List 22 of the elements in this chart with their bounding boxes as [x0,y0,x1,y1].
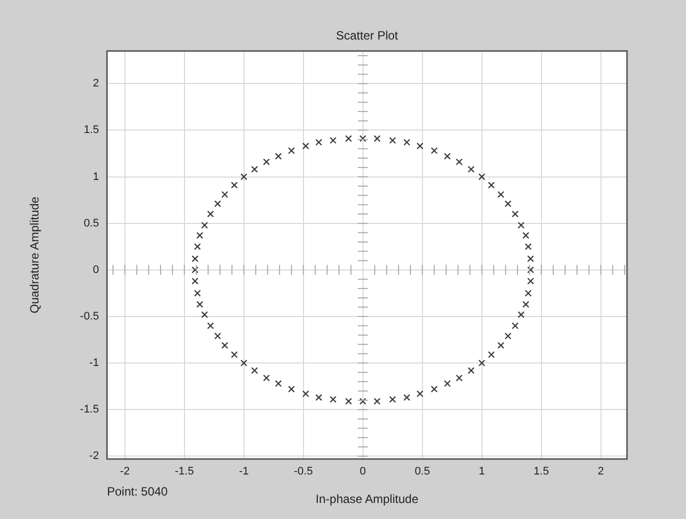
y-tick-label: -1.5 [80,404,99,416]
x-tick-label: 1.5 [534,466,549,478]
y-tick-label: 1 [92,170,99,183]
x-tick-label: 1 [478,466,485,478]
text: Point: 5040 [107,484,168,498]
chart-title: Scatter Plot [336,28,399,42]
x-tick-label: 2 [598,466,604,478]
y-tick-label: -2 [89,450,99,462]
y-axis-title: Quadrature Amplitude [28,196,42,314]
x-tick-label: 0.5 [414,466,430,478]
y-tick-label: -1 [89,357,99,370]
y-tick-label: -0.5 [80,310,99,323]
x-tick-label: 0 [360,466,366,478]
x-tick-label: -1 [238,466,249,478]
x-axis-title: In-phase Amplitude [316,492,419,506]
y-tick-label: 2 [92,78,99,90]
x-tick-label: -1.5 [174,466,194,478]
y-tick-label: 0.5 [84,217,99,230]
y-tick-label: 1.5 [84,124,99,136]
x-tick-label: -2 [120,466,130,478]
y-tick-label: 0 [92,264,99,276]
x-tick-label: -0.5 [294,466,313,478]
